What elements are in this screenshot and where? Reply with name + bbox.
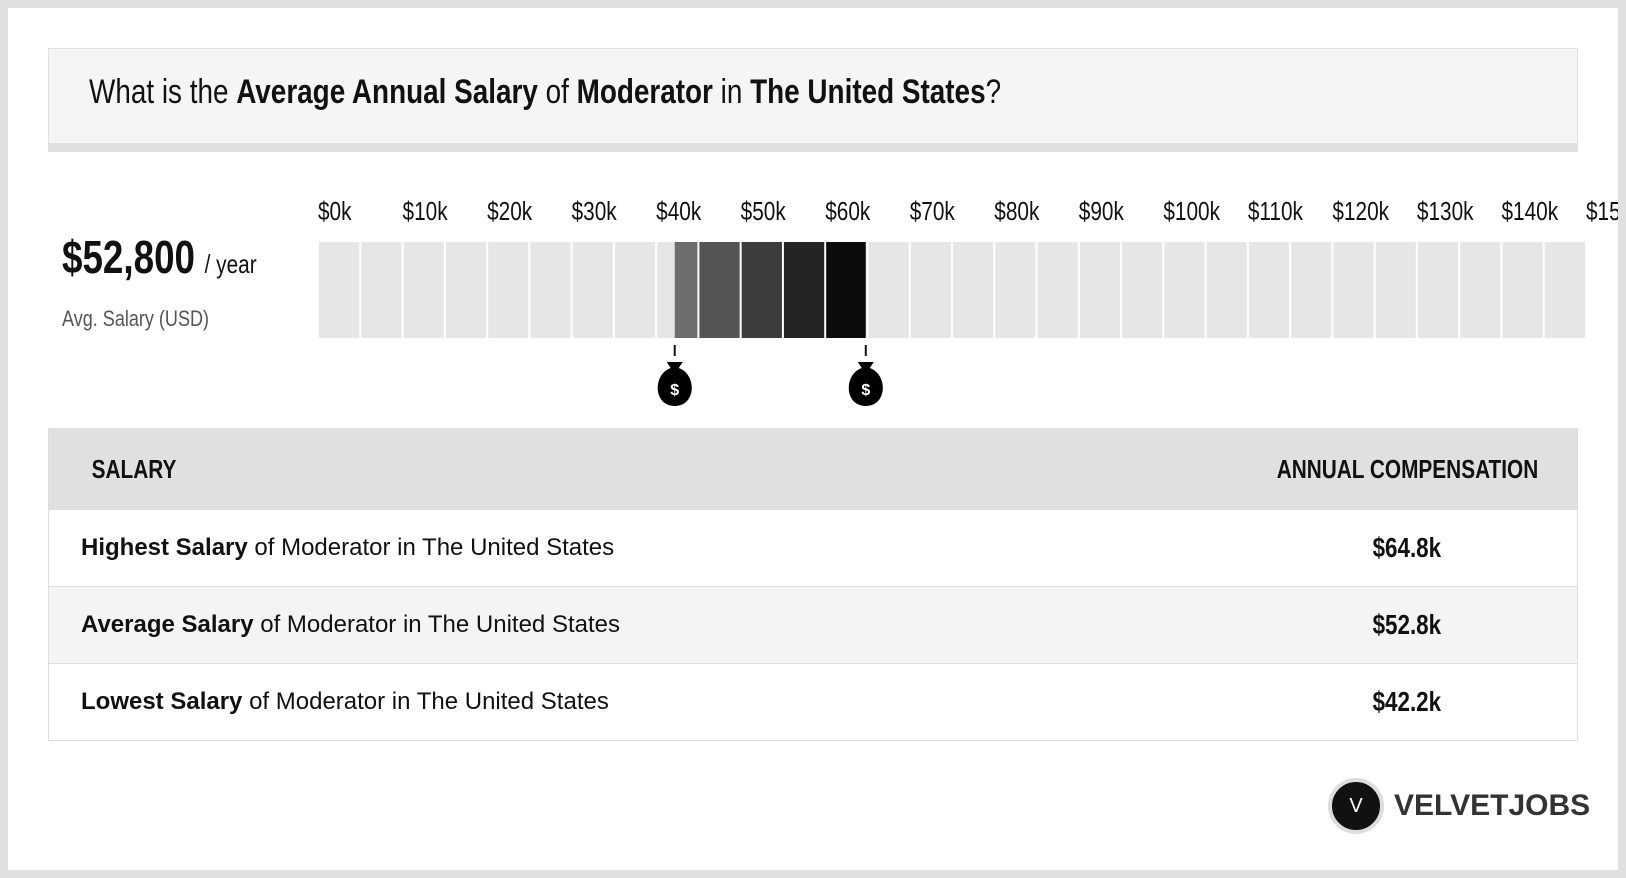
- scale-cell: [1417, 242, 1459, 338]
- tick-label: $150k+: [1586, 197, 1618, 226]
- range-cell: [674, 242, 698, 338]
- tick-label: $80k: [994, 197, 1039, 226]
- scale-cell: [1206, 242, 1247, 338]
- average-amount: $52,800 / year: [62, 230, 257, 284]
- tick-label: $60k: [825, 197, 870, 226]
- header-text: SALARY: [91, 453, 177, 484]
- period: / year: [204, 249, 257, 279]
- tick-label: $20k: [487, 197, 532, 226]
- row-label: Highest Salary of Moderator in The Unite…: [49, 534, 1237, 562]
- scale-cell: [1375, 242, 1416, 338]
- header-text: ANNUAL COMPENSATION: [1276, 453, 1538, 484]
- money-symbol: $: [861, 382, 870, 399]
- scale-cell: [995, 242, 1036, 338]
- row-value: $64.8k: [1237, 532, 1577, 564]
- money-symbol: $: [670, 382, 679, 399]
- scale-cell: [319, 242, 360, 338]
- row-label: Lowest Salary of Moderator in The United…: [49, 688, 1237, 716]
- money-bag: [657, 362, 692, 406]
- tick-label: $40k: [656, 197, 701, 226]
- header-cell: ANNUAL COMPENSATION: [1237, 454, 1577, 485]
- scale-cell: [572, 242, 613, 338]
- tick-label: $70k: [910, 197, 955, 226]
- scale-cell: [530, 242, 571, 338]
- row-value: $42.2k: [1237, 686, 1577, 718]
- tick-label: $0k: [318, 197, 352, 226]
- title-part: in: [712, 73, 751, 111]
- range-marker: $: [848, 345, 883, 406]
- scale-cell: [403, 242, 444, 338]
- caption: Avg. Salary (USD): [62, 306, 210, 331]
- title-part: Average Annual Salary: [236, 73, 538, 111]
- range-cell: [826, 242, 866, 338]
- logo-name: VELVETJOBS: [1394, 789, 1591, 822]
- title-part: Moderator: [576, 73, 713, 111]
- title-part: What is the: [89, 73, 237, 111]
- scale-cell: [445, 242, 487, 338]
- scale-cell: [1460, 242, 1501, 338]
- label-rest: of Moderator in The United States: [247, 534, 615, 561]
- tick-label: $100k: [1163, 197, 1220, 226]
- range-cell: [783, 242, 825, 338]
- row-label: Average Salary of Moderator in The Unite…: [49, 611, 1237, 639]
- row-value: $52.8k: [1237, 609, 1577, 641]
- header: What is the Average Annual Salary of Mod…: [48, 48, 1578, 152]
- header-cell: SALARY: [49, 454, 1237, 485]
- title-part: of: [537, 73, 577, 111]
- scale-cell: [1122, 242, 1163, 338]
- range-cell: [699, 242, 740, 338]
- scale-cell: [953, 242, 994, 338]
- range-marker: $: [657, 345, 692, 406]
- scale-cell: [868, 242, 909, 338]
- tick-label: $10k: [403, 197, 448, 226]
- label-rest: of Moderator in The United States: [242, 688, 609, 715]
- logo-mark: V: [1328, 778, 1384, 834]
- label-bold: Average Salary: [81, 611, 254, 638]
- scale-cell: [361, 242, 402, 338]
- title-part: ?: [985, 73, 1002, 111]
- scale-cell: [910, 242, 951, 338]
- money-bag: [848, 362, 883, 406]
- tick-label: $130k: [1417, 197, 1474, 226]
- logo: V VELVETJOBS: [1328, 778, 1590, 834]
- tick-label: $30k: [572, 197, 617, 226]
- scale-cell: [1544, 242, 1585, 338]
- scale-cell: [614, 242, 656, 338]
- label-bold: Lowest Salary: [81, 688, 243, 715]
- value: $52.8k: [1372, 609, 1442, 640]
- label-rest: of Moderator in The United States: [253, 611, 620, 638]
- table-row: Lowest Salary of Moderator in The United…: [49, 663, 1577, 740]
- table-row: Highest Salary of Moderator in The Unite…: [49, 509, 1577, 586]
- value: $42.2k: [1372, 686, 1442, 717]
- table-header: SALARY ANNUAL COMPENSATION: [49, 429, 1577, 509]
- tick-label: $50k: [741, 197, 786, 226]
- amount: $52,800: [62, 231, 196, 283]
- scale-cell: [1079, 242, 1121, 338]
- tick-label: $110k: [1248, 197, 1303, 226]
- title: What is the Average Annual Salary of Mod…: [89, 73, 1001, 112]
- salary-table: SALARY ANNUAL COMPENSATION Highest Salar…: [48, 428, 1578, 741]
- tick-label: $140k: [1501, 197, 1558, 226]
- tick-label: $120k: [1332, 197, 1389, 226]
- table-row: Average Salary of Moderator in The Unite…: [49, 586, 1577, 663]
- value: $64.8k: [1372, 532, 1442, 563]
- title-part: The United States: [750, 73, 986, 111]
- scale-cell: [488, 242, 529, 338]
- tick-label: $90k: [1079, 197, 1124, 226]
- salary-scale: $0k $10k $20k $30k $40k $50k $60k $70k $80k $90k $…: [318, 197, 1618, 406]
- scale-cell: [1291, 242, 1332, 338]
- scale-cell: [1333, 242, 1374, 338]
- scale-cell: [1164, 242, 1205, 338]
- scale-cell: [1037, 242, 1078, 338]
- range-cell: [741, 242, 782, 338]
- scale-cell: [1248, 242, 1290, 338]
- label-bold: Highest Salary: [81, 534, 248, 561]
- scale-cell: [1502, 242, 1543, 338]
